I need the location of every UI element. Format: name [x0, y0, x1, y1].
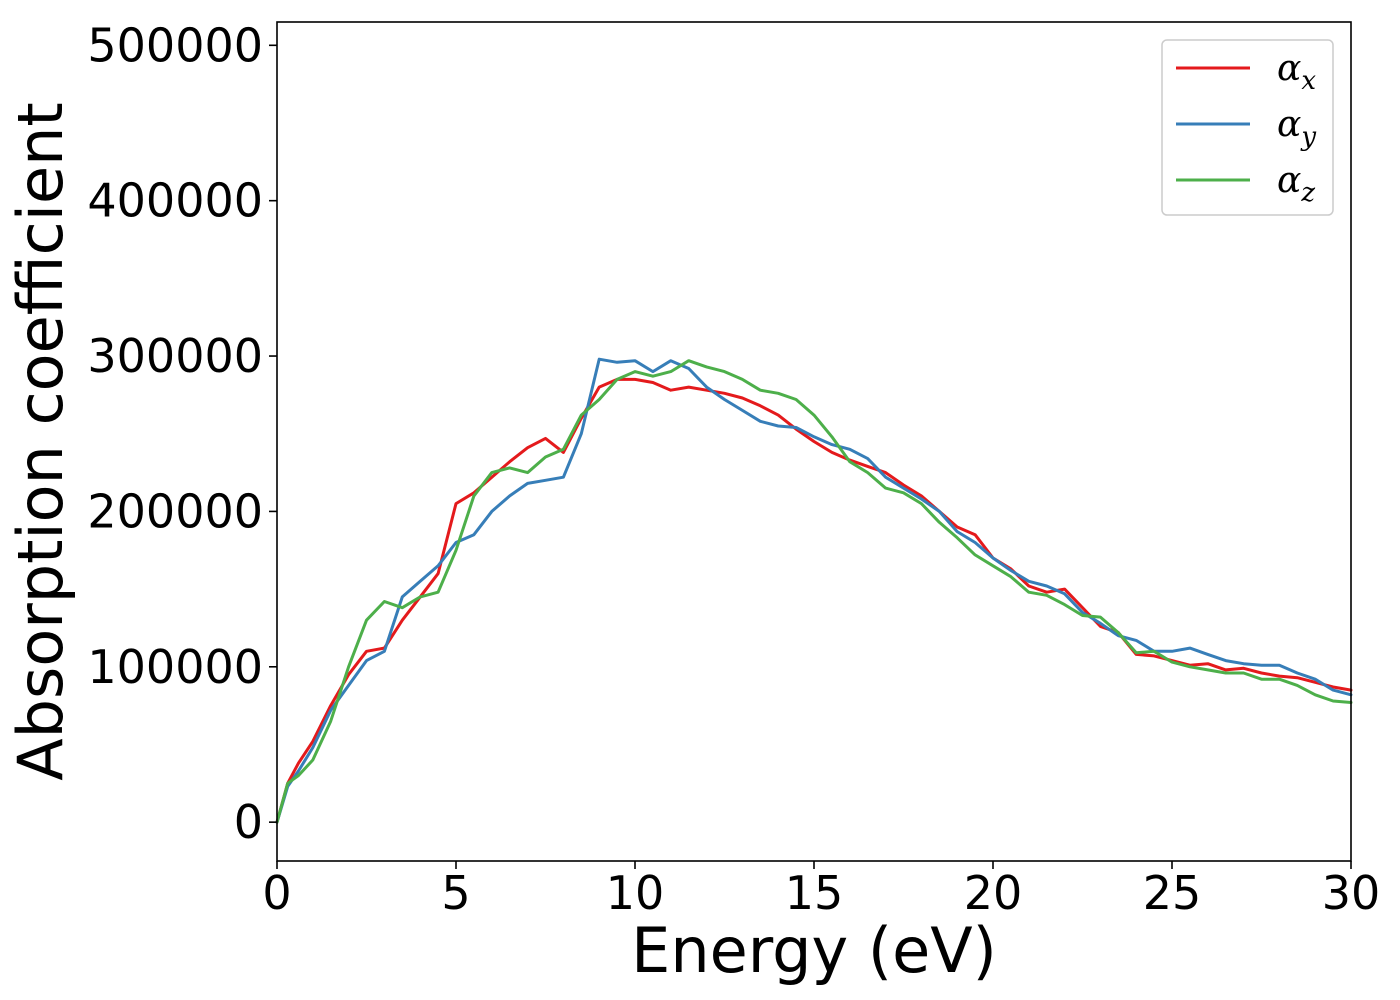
x-tick-label: 5 [441, 866, 470, 920]
x-tick-label: 0 [262, 866, 291, 920]
legend: αx αy αz [1161, 39, 1334, 216]
series-line-z [275, 359, 1353, 824]
y-axis-ticks: 0 100000 200000 300000 400000 500000 [87, 18, 277, 849]
legend-label-x: αx [1277, 48, 1316, 96]
x-tick-label: 20 [964, 866, 1023, 920]
legend-label-z: αz [1277, 160, 1315, 208]
y-tick-label: 100000 [87, 640, 263, 694]
plot-lines [275, 357, 1353, 824]
y-tick-label: 400000 [87, 174, 263, 228]
x-tick-label: 30 [1322, 866, 1381, 920]
x-tick-label: 15 [785, 866, 844, 920]
x-tick-label: 10 [606, 866, 665, 920]
y-tick-label: 500000 [87, 18, 263, 72]
x-axis-ticks: 0 5 10 15 20 25 30 [262, 861, 1380, 920]
y-tick-label: 0 [234, 795, 263, 849]
series-line-x [275, 377, 1353, 824]
series-line-y [275, 357, 1353, 824]
legend-label-y: αy [1277, 104, 1316, 152]
y-tick-label: 300000 [87, 329, 263, 383]
x-axis-title: Energy (eV) [631, 914, 997, 987]
x-tick-label: 25 [1143, 866, 1202, 920]
y-tick-label: 200000 [87, 484, 263, 538]
y-axis-title: Absorption coefficient [4, 102, 77, 781]
legend-box [1161, 39, 1334, 216]
